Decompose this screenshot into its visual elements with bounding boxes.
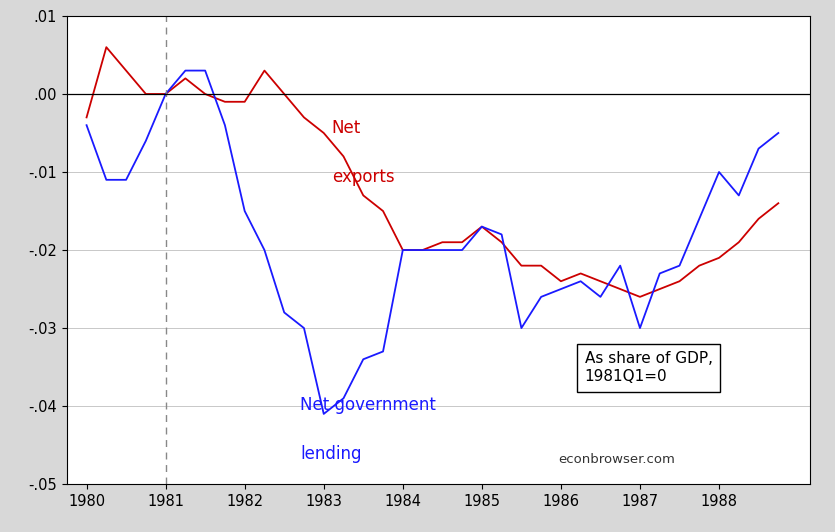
Text: Net government: Net government	[300, 396, 436, 414]
Text: econbrowser.com: econbrowser.com	[558, 453, 675, 466]
Text: Net: Net	[331, 119, 361, 137]
Text: exports: exports	[331, 168, 394, 186]
Text: As share of GDP,
1981Q1=0: As share of GDP, 1981Q1=0	[584, 352, 712, 384]
Text: lending: lending	[300, 445, 362, 463]
